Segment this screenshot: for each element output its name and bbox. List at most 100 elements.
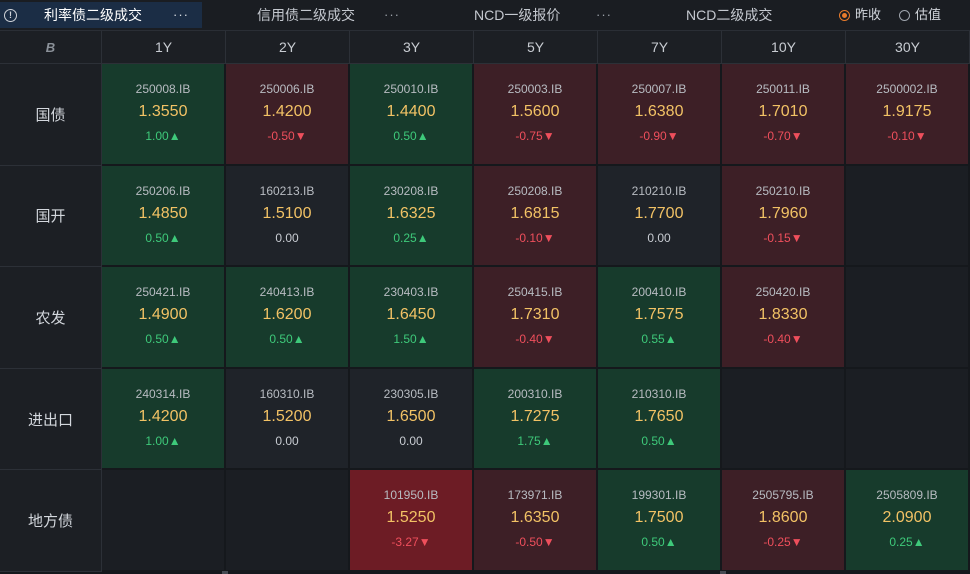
yield-value: 1.7500 (634, 509, 684, 527)
row-label: 国债 (0, 64, 102, 166)
more-options-icon[interactable]: ··· (384, 7, 400, 22)
quote-cell[interactable]: 250208.IB 1.6815 -0.10▼ (474, 165, 598, 268)
quote-cell[interactable]: 160310.IB 1.5200 0.00 (226, 368, 350, 471)
change-value: -0.40▼ (515, 332, 555, 347)
quote-cell[interactable]: 2505809.IB 2.0900 0.25▲ (846, 470, 970, 572)
quote-cell[interactable]: 250007.IB 1.6380 -0.90▼ (598, 64, 722, 166)
quote-cell[interactable]: 250011.IB 1.7010 -0.70▼ (722, 64, 846, 166)
bond-code: 250208.IB (507, 183, 563, 198)
bond-code: 230305.IB (383, 386, 439, 401)
quote-cell[interactable]: 240413.IB 1.6200 0.50▲ (226, 267, 350, 369)
quote-cell[interactable]: 210310.IB 1.7650 0.50▲ (598, 368, 722, 471)
change-value: 0.50▲ (641, 535, 677, 550)
bond-code: 2500002.IB (876, 82, 938, 96)
quote-cell[interactable]: 210210.IB 1.7700 0.00 (598, 165, 722, 268)
bond-code: 240314.IB (135, 386, 191, 401)
bond-code: 210210.IB (631, 183, 687, 198)
change-value: 0.00 (275, 433, 299, 448)
tab-label: NCD一级报价 (474, 7, 561, 23)
radio-unselected-icon (899, 10, 910, 21)
quote-cell[interactable]: 250003.IB 1.5600 -0.75▼ (474, 64, 598, 166)
bond-code: 160310.IB (259, 386, 315, 401)
change-value: -0.75▼ (515, 129, 555, 143)
yield-value: 1.7010 (758, 103, 808, 120)
column-header-10y[interactable]: 10Y (722, 31, 846, 64)
quote-cell[interactable]: 200310.IB 1.7275 1.75▲ (474, 368, 598, 471)
quote-cell[interactable]: 101950.IB 1.5250 -3.27▼ (350, 470, 474, 572)
column-header-30y[interactable]: 30Y (846, 31, 970, 64)
bond-code: 173971.IB (507, 488, 563, 503)
quote-cell[interactable]: 230305.IB 1.6500 0.00 (350, 368, 474, 471)
bond-code: 230403.IB (383, 285, 439, 300)
quote-cell[interactable]: 250006.IB 1.4200 -0.50▼ (226, 64, 350, 166)
more-options-icon[interactable]: ··· (596, 7, 612, 22)
quote-cell[interactable]: 250210.IB 1.7960 -0.15▼ (722, 165, 846, 268)
quote-cell[interactable]: 173971.IB 1.6350 -0.50▼ (474, 470, 598, 572)
column-header-3y[interactable]: 3Y (350, 31, 474, 64)
scroll-handle[interactable] (222, 571, 228, 574)
change-value: -0.70▼ (763, 129, 803, 143)
bond-code: 250007.IB (631, 82, 687, 96)
more-options-icon[interactable]: ··· (173, 7, 189, 22)
yield-value: 1.7650 (634, 407, 684, 425)
yield-value: 1.5600 (510, 103, 560, 120)
bond-code: 250006.IB (259, 82, 315, 96)
quote-cell[interactable]: 160213.IB 1.5100 0.00 (226, 165, 350, 268)
radio-label: 估值 (915, 7, 942, 22)
yield-value: 1.6450 (386, 306, 436, 324)
quote-cell[interactable]: 250420.IB 1.8330 -0.40▼ (722, 267, 846, 369)
quote-cell[interactable]: 250415.IB 1.7310 -0.40▼ (474, 267, 598, 369)
row-label: 农发 (0, 267, 102, 369)
yield-value: 1.6325 (386, 204, 436, 222)
bond-code: 250420.IB (755, 285, 811, 300)
column-header-7y[interactable]: 7Y (598, 31, 722, 64)
bond-code: 199301.IB (631, 488, 687, 503)
quote-cell[interactable]: 199301.IB 1.7500 0.50▲ (598, 470, 722, 572)
bond-code: 250003.IB (507, 82, 563, 96)
row-label: 进出口 (0, 368, 102, 471)
info-icon[interactable]: ! (4, 9, 17, 22)
tab-credit-bond-trades[interactable]: 信用债二级成交 ··· (230, 2, 430, 28)
bond-code: 230208.IB (383, 183, 439, 198)
yield-value: 1.6380 (634, 103, 684, 120)
quote-cell[interactable]: 250008.IB 1.3550 1.00▲ (102, 64, 226, 166)
bond-code: 250421.IB (135, 285, 191, 300)
yield-value: 1.5250 (386, 509, 436, 527)
tab-ncd-secondary-trades[interactable]: NCD二级成交 (660, 2, 800, 28)
yield-value: 1.8600 (758, 509, 808, 527)
yield-value: 1.4850 (138, 204, 188, 222)
change-value: 0.00 (275, 230, 299, 245)
change-value: 0.55▲ (641, 332, 677, 347)
change-value: 0.50▲ (145, 332, 181, 347)
radio-valuation[interactable]: 估值 (899, 7, 941, 23)
quote-cell[interactable]: 240314.IB 1.4200 1.00▲ (102, 368, 226, 471)
tab-ncd-primary-quotes[interactable]: NCD一级报价 ··· (445, 2, 645, 28)
yield-value: 1.6200 (262, 306, 312, 324)
yield-value: 1.4900 (138, 306, 188, 324)
change-value: -0.15▼ (763, 230, 803, 245)
quote-cell[interactable]: 2505795.IB 1.8600 -0.25▼ (722, 470, 846, 572)
change-value: 1.50▲ (393, 332, 429, 347)
tab-rates-bond-trades[interactable]: ! 利率债二级成交 ··· (0, 2, 202, 28)
column-header-2y[interactable]: 2Y (226, 31, 350, 64)
bond-code: 210310.IB (631, 386, 687, 401)
column-header-5y[interactable]: 5Y (474, 31, 598, 64)
quote-cell[interactable]: 200410.IB 1.7575 0.55▲ (598, 267, 722, 369)
yield-value: 1.6815 (510, 204, 560, 222)
yield-value: 1.7960 (758, 204, 808, 222)
quote-cell[interactable]: 230403.IB 1.6450 1.50▲ (350, 267, 474, 369)
quote-cell[interactable]: 250010.IB 1.4400 0.50▲ (350, 64, 474, 166)
quote-cell[interactable]: 250206.IB 1.4850 0.50▲ (102, 165, 226, 268)
tab-label: 利率债二级成交 (44, 7, 142, 23)
tab-label: 信用债二级成交 (257, 7, 355, 23)
quote-cell[interactable]: 2500002.IB 1.9175 -0.10▼ (846, 64, 970, 166)
bond-code: 240413.IB (259, 285, 315, 300)
radio-prev-close[interactable]: 昨收 (839, 7, 881, 23)
quote-cell[interactable]: 230208.IB 1.6325 0.25▲ (350, 165, 474, 268)
bond-code: 250210.IB (755, 183, 811, 198)
bond-code: 200310.IB (507, 386, 563, 401)
scroll-handle[interactable] (720, 571, 726, 574)
column-header-1y[interactable]: 1Y (102, 31, 226, 64)
quote-cell[interactable]: 250421.IB 1.4900 0.50▲ (102, 267, 226, 369)
change-value: 0.25▲ (393, 230, 429, 245)
